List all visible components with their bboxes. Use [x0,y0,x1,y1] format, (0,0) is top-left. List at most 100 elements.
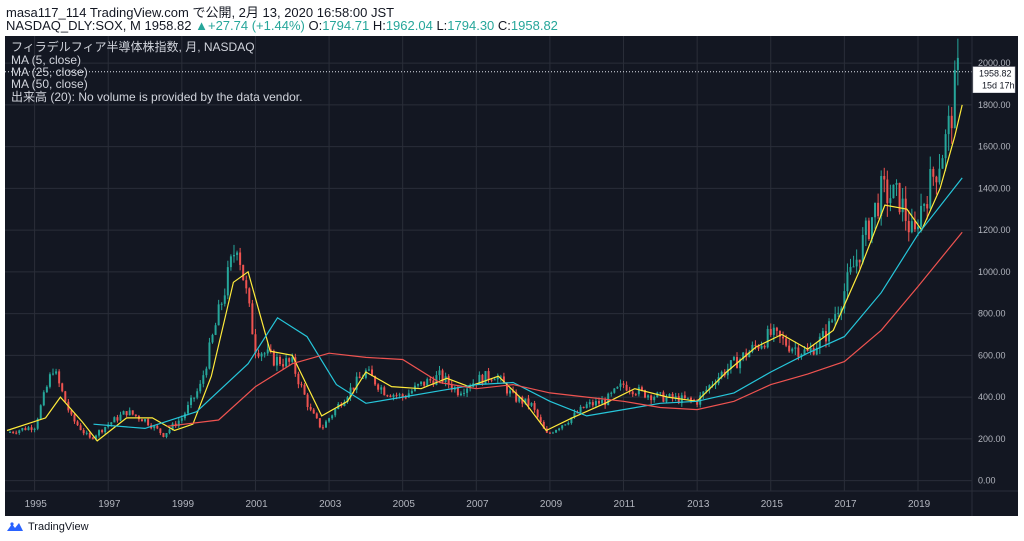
candle-body [39,405,42,419]
candle-body [202,375,205,384]
candle-body [515,392,518,402]
candle-body [926,204,929,209]
candle-body [91,437,94,439]
legend-ma50[interactable]: MA (50, close) [11,77,88,91]
candle-body [156,425,159,429]
brand[interactable]: TradingView [6,521,89,533]
candle-body [760,345,763,349]
candle-body [874,202,877,218]
candle-body [870,217,873,240]
candle-body [932,169,935,177]
candle-body [466,388,469,393]
candle-body [349,387,352,398]
price-tick-label: 1000.00 [978,267,1011,277]
candle-body [683,395,686,399]
candle-body [214,325,217,335]
candle-body [763,345,766,348]
candle-body [769,328,772,335]
price-tick-label: 1600.00 [978,142,1011,152]
candle-body [518,396,521,402]
open-label: O: [308,18,323,33]
candle-body [815,347,818,355]
candle-body [21,428,24,431]
legend-ma5[interactable]: MA (5, close) [11,53,81,67]
candle-body [493,379,496,381]
price-tag-countdown: 15d 17h [982,81,1015,91]
candle-body [696,400,699,405]
legend-volume[interactable]: 出来高 (20): No volume is provided by the d… [11,89,302,104]
time-tick-label: 2013 [687,499,710,510]
price-tick-label: 1800.00 [978,100,1011,110]
symbol-name[interactable]: NASDAQ_DLY:SOX, M [6,18,141,33]
candle-body [576,412,579,414]
candle-body [499,376,502,378]
price-tick-label: 0.00 [978,476,996,486]
last-price: 1958.82 [144,18,192,33]
candle-body [846,272,849,292]
candle-body [263,353,266,355]
candle-body [410,390,413,394]
candle-body [478,374,481,385]
price-chart[interactable]: 0.00 200.00 400.00 600.00 800.00 1000.00 1200.… [5,36,1018,516]
candle-body [512,390,515,393]
time-axis[interactable]: 1995 1997 1999 2001 2003 2005 2007 2009 2011 2013… [25,499,931,510]
legend-ma25[interactable]: MA (25, close) [11,65,88,79]
candle-body [33,428,36,430]
candle-body [892,184,895,199]
candle-body [754,344,757,346]
candle-body [913,221,916,230]
candle-body [15,432,18,434]
publish-line: masa117_114 TradingView.com で公開, 2月 13, … [6,5,395,20]
candle-body [956,57,959,70]
candle-body [441,370,444,382]
candle-body [659,392,662,394]
candle-body [732,357,735,361]
candle-body [818,336,821,348]
chart-panel[interactable]: 0.00 200.00 400.00 600.00 800.00 1000.00 1200.… [5,36,1018,516]
legend: フィラデルフィア半導体株指数, 月, NASDAQ MA (5, close) … [11,39,302,104]
candle-body [128,410,131,416]
candle-body [490,379,493,381]
close-label: C: [497,18,511,33]
candle-body [484,371,487,385]
candle-body [297,373,300,385]
candle-body [211,334,214,343]
candle-body [867,220,870,240]
candle-body [631,391,634,395]
candle-body [588,402,591,405]
candle-body [613,388,616,393]
time-tick-label: 2015 [761,499,784,510]
candle-body [880,175,883,217]
candle-body [923,204,926,206]
candle-body [447,376,450,385]
candle-body [616,386,619,389]
candle-body [539,417,542,422]
candle-body [855,259,858,267]
candle-body [653,397,656,401]
candle-body [647,395,650,398]
candle-body [242,264,245,281]
candle-body [352,387,355,390]
tradingview-logo-icon [7,522,23,531]
candle-body [331,415,334,419]
candle-body [364,370,367,378]
candle-body [864,220,867,235]
candle-body [186,404,189,414]
candle-body [481,374,484,385]
candle-body [794,347,797,349]
candle-body [782,336,785,339]
candle-body [551,432,554,434]
candle-body [45,386,48,393]
candle-body [720,371,723,378]
candle-body [708,385,711,390]
price-axis[interactable]: 0.00 200.00 400.00 600.00 800.00 1000.00 1200.… [978,58,1011,485]
candle-body [159,428,162,434]
candle-body [533,403,536,410]
candle-body [288,358,291,362]
time-tick-label: 2009 [540,499,563,510]
candle-body [883,175,886,180]
candle-body [171,423,174,430]
candle-body [748,351,751,358]
candle-body [248,288,251,304]
candle-body [48,374,51,387]
